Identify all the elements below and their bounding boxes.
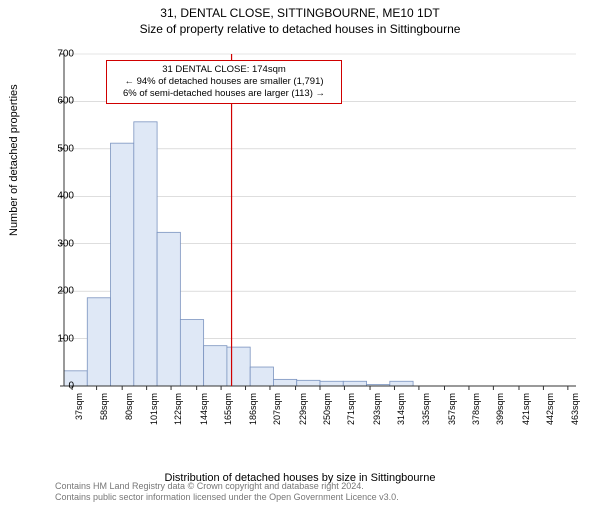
chart-area: 31 DENTAL CLOSE: 174sqm ← 94% of detache…	[60, 50, 580, 430]
x-tick-label: 271sqm	[346, 393, 356, 433]
y-tick-label: 300	[44, 238, 74, 249]
y-axis-label: Number of detached properties	[8, 84, 20, 236]
histogram-bar	[204, 346, 227, 386]
x-tick-label: 357sqm	[447, 393, 457, 433]
y-tick-label: 0	[44, 381, 74, 392]
x-tick-label: 442sqm	[545, 393, 555, 433]
x-tick-label: 463sqm	[570, 393, 580, 433]
marker-line-2: ← 94% of detached houses are smaller (1,…	[113, 76, 335, 88]
x-tick-label: 144sqm	[199, 393, 209, 433]
x-tick-label: 122sqm	[173, 393, 183, 433]
marker-annotation-box: 31 DENTAL CLOSE: 174sqm ← 94% of detache…	[106, 60, 342, 104]
histogram-bar	[111, 143, 134, 386]
histogram-bar	[273, 379, 296, 386]
x-tick-label: 80sqm	[124, 393, 134, 433]
y-tick-label: 500	[44, 143, 74, 154]
x-tick-label: 314sqm	[396, 393, 406, 433]
x-tick-label: 421sqm	[521, 393, 531, 433]
histogram-bar	[250, 367, 273, 386]
histogram-plot	[60, 50, 580, 430]
attribution-line-2: Contains public sector information licen…	[55, 492, 399, 503]
y-tick-label: 200	[44, 286, 74, 297]
x-tick-label: 186sqm	[248, 393, 258, 433]
x-tick-label: 293sqm	[372, 393, 382, 433]
y-tick-label: 700	[44, 49, 74, 60]
histogram-bar	[134, 122, 157, 386]
y-tick-label: 400	[44, 191, 74, 202]
histogram-bar	[157, 232, 180, 386]
histogram-bar	[87, 298, 110, 386]
marker-line-3: 6% of semi-detached houses are larger (1…	[113, 88, 335, 100]
attribution-line-1: Contains HM Land Registry data © Crown c…	[55, 481, 399, 492]
chart-title-sub: Size of property relative to detached ho…	[0, 22, 600, 36]
x-tick-label: 207sqm	[272, 393, 282, 433]
x-tick-label: 250sqm	[322, 393, 332, 433]
chart-title-main: 31, DENTAL CLOSE, SITTINGBOURNE, ME10 1D…	[0, 6, 600, 20]
histogram-bar	[320, 381, 343, 386]
x-tick-label: 101sqm	[149, 393, 159, 433]
histogram-bar	[227, 347, 250, 386]
histogram-bar	[343, 381, 366, 386]
y-tick-label: 600	[44, 96, 74, 107]
x-tick-label: 378sqm	[471, 393, 481, 433]
x-tick-label: 37sqm	[74, 393, 84, 433]
x-tick-label: 229sqm	[298, 393, 308, 433]
x-tick-label: 399sqm	[495, 393, 505, 433]
x-tick-label: 58sqm	[99, 393, 109, 433]
histogram-bar	[297, 380, 320, 386]
marker-line-1: 31 DENTAL CLOSE: 174sqm	[113, 64, 335, 76]
x-tick-label: 335sqm	[421, 393, 431, 433]
x-tick-label: 165sqm	[223, 393, 233, 433]
histogram-bar	[180, 320, 203, 386]
histogram-bar	[390, 381, 413, 386]
y-tick-label: 100	[44, 333, 74, 344]
